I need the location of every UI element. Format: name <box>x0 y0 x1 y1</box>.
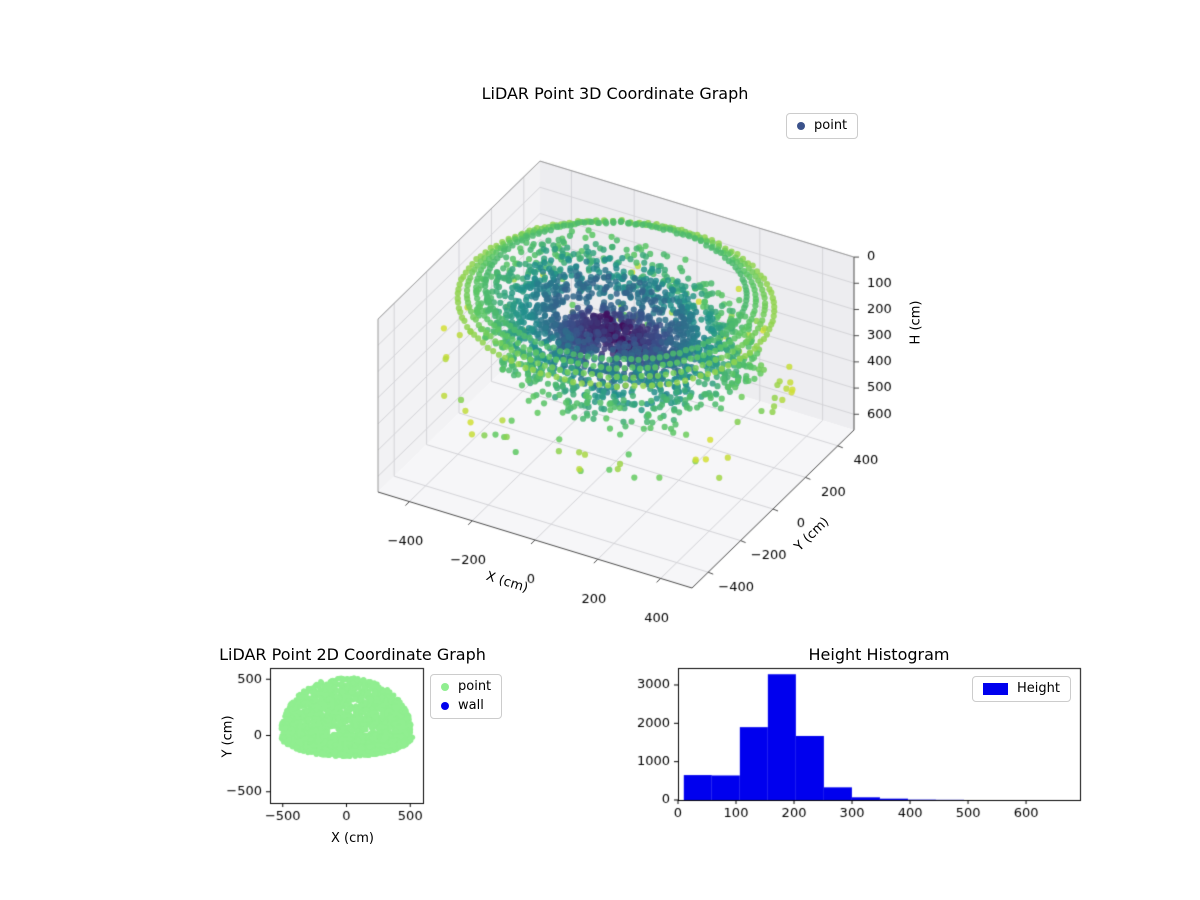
legend-label: Height <box>1017 681 1060 696</box>
hist-legend: Height <box>972 676 1071 702</box>
hist-title: Height Histogram <box>808 645 950 664</box>
plot2d-xaxis-label: X (cm) <box>331 831 374 846</box>
plot2d-legend: point wall <box>430 674 503 719</box>
height-patch-icon <box>983 683 1008 695</box>
legend-row: wall <box>441 699 491 713</box>
legend-row: point <box>441 680 491 694</box>
legend-label: point <box>814 118 848 133</box>
plot2d-title: LiDAR Point 2D Coordinate Graph <box>219 645 486 664</box>
plot3d-legend: point <box>786 113 859 139</box>
plot2d-yaxis-label: Y (cm) <box>220 715 236 758</box>
plot3d-zaxis-label: H (cm) <box>908 300 924 345</box>
point-marker-icon <box>797 122 805 130</box>
legend-row: Height <box>983 682 1060 696</box>
legend-row: point <box>797 119 847 133</box>
plot3d-title: LiDAR Point 3D Coordinate Graph <box>481 84 749 103</box>
point-marker-icon <box>441 683 449 691</box>
legend-label: wall <box>458 698 484 713</box>
legend-label: point <box>458 679 492 694</box>
wall-marker-icon <box>441 702 449 710</box>
